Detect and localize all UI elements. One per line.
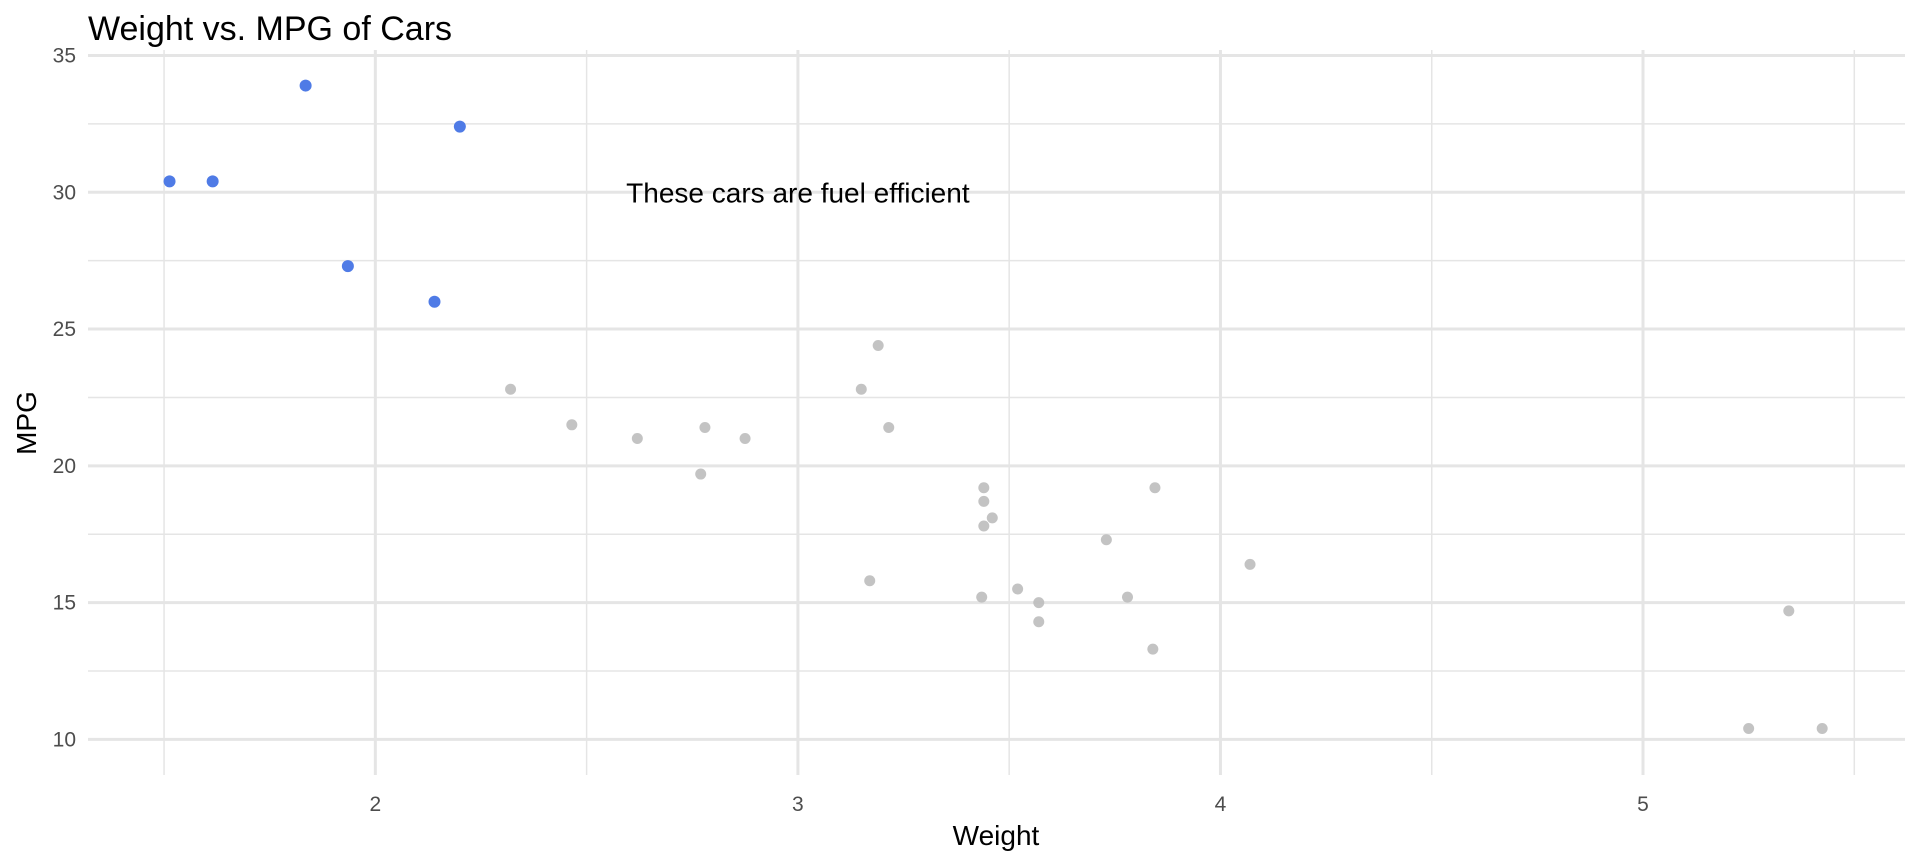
y-tick-label: 10 bbox=[53, 728, 76, 751]
tick-labels: 2 3 4 5 10 15 20 25 30 35 bbox=[53, 44, 1649, 816]
data-point bbox=[1743, 722, 1755, 734]
y-tick-label: 30 bbox=[53, 181, 76, 204]
data-point bbox=[872, 339, 884, 351]
data-point bbox=[1783, 605, 1795, 617]
annotation-text: These cars are fuel efficient bbox=[626, 177, 970, 208]
data-point bbox=[505, 383, 517, 395]
y-tick-label: 35 bbox=[53, 44, 76, 67]
data-point bbox=[1244, 558, 1256, 570]
data-point bbox=[976, 591, 988, 603]
highlighted-point bbox=[453, 120, 466, 133]
data-point bbox=[1033, 597, 1045, 609]
data-point bbox=[1816, 722, 1828, 734]
y-tick-label: 25 bbox=[53, 318, 76, 341]
highlighted-point bbox=[299, 79, 312, 92]
data-point bbox=[695, 468, 707, 480]
x-tick-label: 2 bbox=[369, 793, 381, 816]
data-point bbox=[855, 383, 867, 395]
data-point bbox=[1121, 591, 1133, 603]
highlighted-point bbox=[428, 295, 441, 308]
data-point bbox=[1149, 482, 1161, 494]
data-point bbox=[1147, 643, 1159, 655]
data-point bbox=[1100, 534, 1112, 546]
highlighted-point bbox=[341, 260, 354, 273]
data-point bbox=[864, 575, 876, 587]
chart-title: Weight vs. MPG of Cars bbox=[88, 10, 452, 48]
data-points bbox=[163, 79, 1828, 734]
highlighted-point bbox=[206, 175, 219, 188]
x-tick-label: 4 bbox=[1215, 793, 1227, 816]
data-point bbox=[978, 520, 990, 532]
data-point bbox=[986, 512, 998, 524]
data-point bbox=[699, 422, 711, 434]
x-axis-title: Weight bbox=[953, 820, 1040, 851]
data-point bbox=[566, 419, 578, 431]
y-tick-label: 15 bbox=[53, 592, 76, 615]
data-point bbox=[1012, 583, 1024, 595]
x-tick-label: 5 bbox=[1637, 793, 1649, 816]
y-tick-label: 20 bbox=[53, 455, 76, 478]
highlighted-point bbox=[163, 175, 176, 188]
x-tick-label: 3 bbox=[792, 793, 804, 816]
data-point bbox=[883, 422, 895, 434]
data-point bbox=[1033, 616, 1045, 628]
grid-lines bbox=[88, 50, 1905, 775]
data-point bbox=[978, 482, 990, 494]
data-point bbox=[631, 432, 643, 444]
data-point bbox=[739, 432, 751, 444]
y-axis-title: MPG bbox=[11, 391, 42, 455]
data-point bbox=[978, 495, 990, 507]
